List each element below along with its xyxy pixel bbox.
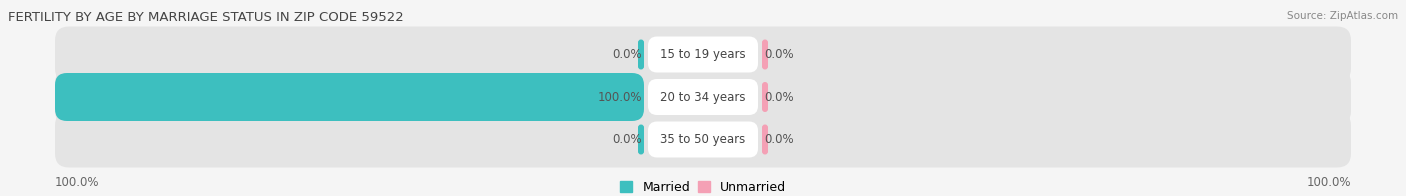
Text: 100.0%: 100.0%	[55, 175, 100, 189]
Text: 0.0%: 0.0%	[763, 133, 793, 146]
FancyBboxPatch shape	[55, 112, 1351, 168]
Text: FERTILITY BY AGE BY MARRIAGE STATUS IN ZIP CODE 59522: FERTILITY BY AGE BY MARRIAGE STATUS IN Z…	[8, 11, 404, 24]
Text: Source: ZipAtlas.com: Source: ZipAtlas.com	[1286, 11, 1398, 21]
FancyBboxPatch shape	[648, 36, 758, 73]
Legend: Married, Unmarried: Married, Unmarried	[620, 181, 786, 194]
FancyBboxPatch shape	[55, 73, 644, 121]
FancyBboxPatch shape	[55, 69, 1351, 125]
FancyBboxPatch shape	[762, 82, 768, 112]
FancyBboxPatch shape	[638, 40, 644, 70]
Text: 20 to 34 years: 20 to 34 years	[661, 91, 745, 103]
FancyBboxPatch shape	[648, 79, 758, 115]
Text: 0.0%: 0.0%	[763, 91, 793, 103]
FancyBboxPatch shape	[762, 40, 768, 70]
Text: 35 to 50 years: 35 to 50 years	[661, 133, 745, 146]
FancyBboxPatch shape	[762, 124, 768, 154]
Text: 100.0%: 100.0%	[598, 91, 643, 103]
Text: 100.0%: 100.0%	[1306, 175, 1351, 189]
Text: 0.0%: 0.0%	[763, 48, 793, 61]
FancyBboxPatch shape	[648, 122, 758, 158]
Text: 15 to 19 years: 15 to 19 years	[661, 48, 745, 61]
FancyBboxPatch shape	[55, 26, 1351, 83]
Text: 0.0%: 0.0%	[613, 48, 643, 61]
Text: 0.0%: 0.0%	[613, 133, 643, 146]
FancyBboxPatch shape	[638, 124, 644, 154]
